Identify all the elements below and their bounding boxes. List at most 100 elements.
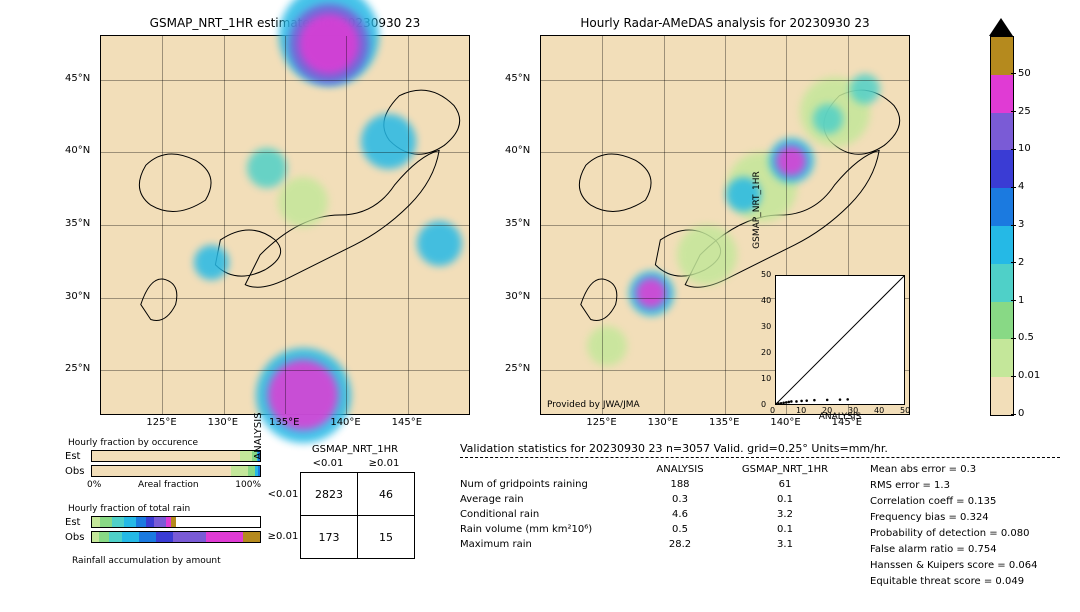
contingency-row-head: ANALYSIS [253,391,264,481]
bar-seg [124,517,136,527]
stats-metrics: Mean abs error = 0.3RMS error = 1.3Corre… [870,462,1037,590]
contingency-table: 282346 17315 [300,472,415,559]
lat-tick: 35°N [65,218,90,229]
stats-col2: GSMAP_NRT_1HR [730,462,850,477]
totalrain-bars: EstObs [65,516,265,546]
ct-cell-01: 46 [358,473,415,516]
legend-tick-label: 2 [1018,257,1024,268]
scatter-xtick: 20 [822,406,832,415]
gridline [101,152,469,153]
precip-blob [247,148,287,188]
scatter-xtick: 40 [874,406,884,415]
bar-seg [109,532,122,542]
lon-tick: 140°E [330,417,360,428]
map-left [100,35,470,415]
bar-row-label: Obs [65,466,87,477]
bar-seg [92,517,100,527]
map-right-title: Hourly Radar-AMeDAS analysis for 2023093… [540,16,910,30]
metric-line: Correlation coeff = 0.135 [870,494,1037,510]
scatter-ytick: 20 [761,348,771,357]
legend-seg [991,264,1013,302]
gridline [541,225,909,226]
lat-tick: 35°N [505,218,530,229]
bar-seg [136,517,146,527]
bar [91,450,261,462]
lat-tick: 25°N [505,363,530,374]
bar-seg [176,517,260,527]
stat-b: 3.1 [730,537,850,552]
bar-seg [243,532,260,542]
stats-title: Validation statistics for 20230930 23 n=… [460,442,1060,455]
stat-a: 188 [640,477,730,492]
totalrain-footer: Rainfall accumulation by amount [72,556,221,566]
stats-col1: ANALYSIS [640,462,730,477]
lon-tick: 135°E [709,417,739,428]
scatter-ytick: 10 [761,374,771,383]
ct-col-0: <0.01 [300,458,356,469]
bar-seg [99,532,109,542]
occurrence-title: Hourly fraction by occurence [68,438,198,448]
ct-cell-11: 15 [358,516,415,559]
legend-tick-label: 4 [1018,181,1024,192]
scatter-ytick: 0 [761,400,766,409]
legend-triangle-icon [989,18,1013,36]
legend-seg [991,226,1013,264]
legend-seg [991,75,1013,113]
color-legend [990,36,1014,416]
ct-cell-10: 173 [301,516,358,559]
precip-blob [776,146,806,176]
stat-label: Conditional rain [460,507,640,522]
stat-label: Rain volume (mm km²10⁶) [460,522,640,537]
gridline [101,225,469,226]
precip-blob [850,74,880,104]
legend-tick-label: 10 [1018,143,1031,154]
lat-tick: 25°N [65,363,90,374]
ct-row-1: ≥0.01 [268,515,298,557]
bar-axis: 0%Areal fraction100% [65,480,261,490]
metric-line: Probability of detection = 0.080 [870,526,1037,542]
legend-tick-label: 0.01 [1018,370,1040,381]
lat-tick: 40°N [505,145,530,156]
lat-tick: 30°N [65,291,90,302]
gridline [101,80,469,81]
bar-seg [173,532,207,542]
legend-tick-label: 0.5 [1018,332,1034,343]
ct-row-0: <0.01 [268,473,298,515]
stat-a: 28.2 [640,537,730,552]
bar-seg [154,517,166,527]
stat-a: 0.5 [640,522,730,537]
lon-tick: 140°E [770,417,800,428]
occurrence-bars: Est Obs 0%Areal fraction100% [65,450,265,490]
metric-line: Equitable threat score = 0.049 [870,574,1037,590]
legend-tick-label: 3 [1018,219,1024,230]
bar-seg [92,466,231,476]
bar-seg [92,451,240,461]
bar [91,531,261,543]
legend-tick-label: 50 [1018,68,1031,79]
bar-seg [156,532,173,542]
totalrain-title: Hourly fraction of total rain [68,504,190,514]
gridline [541,80,909,81]
scatter-xtick: 30 [848,406,858,415]
precip-blob [417,221,462,266]
bar-seg [122,532,139,542]
metric-line: RMS error = 1.3 [870,478,1037,494]
lat-tick: 45°N [505,73,530,84]
scatter-ytick: 30 [761,322,771,331]
lat-tick: 30°N [505,291,530,302]
bar-row-label: Est [65,451,87,462]
scatter-xtick: 50 [900,406,910,415]
lon-tick: 135°E [269,417,299,428]
bar-seg [146,517,154,527]
legend-seg [991,150,1013,188]
scatter-inset [775,275,905,405]
precip-blob [813,104,843,134]
legend-seg [991,339,1013,377]
bar-seg [92,532,99,542]
provided-label: Provided by JWA/JMA [547,400,640,410]
contingency-row-labels: <0.01 ≥0.01 [268,473,298,557]
legend-seg [991,37,1013,75]
bar-seg [206,532,243,542]
lon-tick: 130°E [208,417,238,428]
precip-blob [299,14,359,74]
